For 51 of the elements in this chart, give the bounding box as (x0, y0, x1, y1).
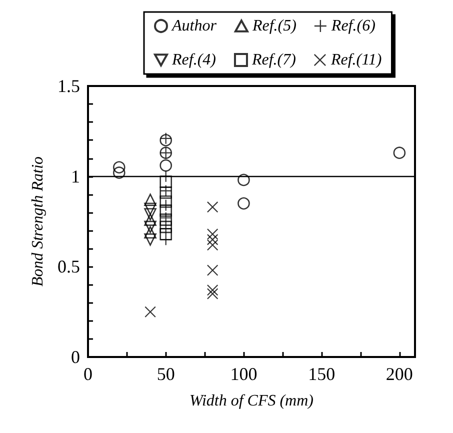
y-axis-title: Bond Strength Ratio (30, 156, 46, 287)
x-tick-label: 100 (230, 364, 258, 384)
x-tick-label: 50 (156, 364, 175, 384)
y-tick-label: 1 (71, 166, 80, 186)
point (207, 288, 218, 300)
legend-label: Ref.(11) (330, 52, 382, 68)
point (160, 195, 172, 208)
point (238, 174, 250, 186)
point (160, 159, 172, 172)
point (207, 284, 218, 296)
point (207, 228, 218, 240)
point (160, 185, 172, 196)
legend-label: Author (171, 18, 218, 34)
legend-label: Ref.(5) (251, 18, 296, 34)
point (207, 264, 218, 276)
point (144, 202, 156, 216)
point (160, 186, 172, 199)
point (144, 208, 156, 220)
point (160, 220, 172, 234)
point (160, 204, 172, 217)
point (160, 228, 172, 240)
point (160, 200, 172, 211)
point (144, 220, 156, 234)
point (144, 306, 156, 318)
legend-label: Ref.(6) (330, 18, 376, 34)
y-tick-label: 1.5 (58, 76, 80, 96)
x-tick-label: 150 (308, 364, 336, 384)
point (160, 234, 172, 246)
point (160, 134, 172, 146)
point (238, 197, 250, 210)
legend-label: Ref.(7) (250, 52, 296, 68)
point (144, 194, 156, 206)
point (160, 214, 172, 226)
point (207, 234, 218, 246)
point (160, 176, 172, 188)
x-tick-label: 200 (386, 364, 413, 384)
point (144, 233, 156, 246)
x-tick-label: 0 (84, 364, 92, 384)
x-axis-title: Width of CFS (mm) (190, 392, 314, 410)
point (393, 146, 406, 159)
point (207, 239, 218, 250)
point (207, 202, 218, 213)
point (144, 226, 156, 238)
legend-label: Ref.(4) (171, 52, 216, 68)
y-tick-label: 0 (71, 347, 80, 367)
point (144, 214, 156, 226)
point (160, 223, 172, 234)
point (113, 166, 126, 179)
y-tick-label: 0.5 (58, 256, 80, 277)
point (113, 161, 126, 174)
point (160, 132, 172, 144)
